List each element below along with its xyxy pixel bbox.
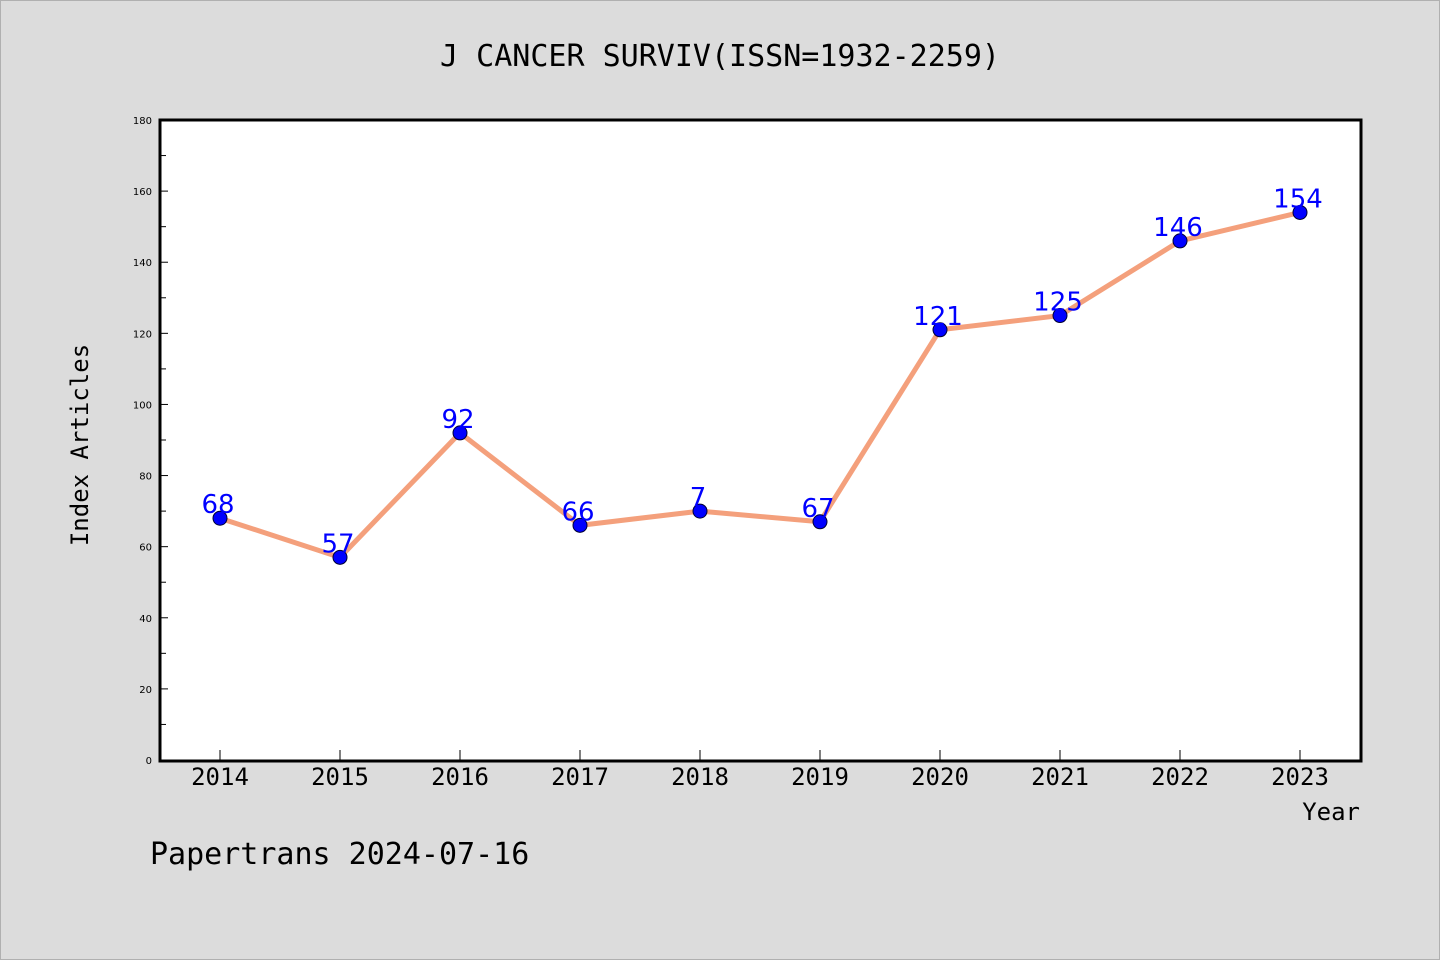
data-point (212, 510, 228, 526)
data-label: 154 (1273, 184, 1323, 214)
data-point (692, 503, 708, 519)
data-point (452, 425, 468, 441)
data-point (1052, 308, 1068, 324)
series-line (219, 210, 1301, 560)
x-tick-label: 2015 (311, 763, 369, 791)
data-label: 67 (801, 494, 834, 524)
data-label: 68 (201, 490, 234, 520)
data-labels: 68 57 92 66 7 67 121 125 146 154 (201, 184, 1322, 559)
data-point (332, 549, 348, 565)
footer-credit: Papertrans 2024-07-16 (150, 837, 529, 872)
data-label: 121 (913, 302, 963, 332)
data-label: 66 (561, 497, 594, 527)
y-tick-label: 0 (146, 756, 152, 767)
x-tick-label: 2022 (1151, 763, 1209, 791)
series-points (212, 204, 1308, 565)
y-tick-label: 40 (139, 614, 152, 625)
x-tick-label: 2020 (911, 763, 969, 791)
series-polyline (219, 210, 1301, 560)
data-point (812, 514, 828, 530)
y-tick-label: 100 (133, 400, 152, 411)
x-tick-label: 2019 (791, 763, 849, 791)
data-point (1292, 204, 1308, 220)
y-axis-label: Index Articles (66, 344, 94, 546)
x-tick-label: 2016 (431, 763, 489, 791)
x-tick-label: 2014 (191, 763, 249, 791)
plot-area (158, 118, 1363, 763)
data-label: 146 (1153, 213, 1203, 243)
x-axis: 2014 2015 2016 2017 2018 2019 2020 2021 2022 2023 (191, 750, 1329, 791)
y-tick-label: 60 (139, 543, 152, 554)
y-tick-label: 180 (133, 116, 152, 127)
data-label: 92 (441, 405, 474, 435)
data-point (572, 517, 588, 533)
data-point (932, 322, 948, 338)
chart-title: J CANCER SURVIV(ISSN=1932-2259) (440, 39, 1000, 74)
y-tick-label: 20 (139, 685, 152, 696)
y-tick-label: 80 (139, 472, 152, 483)
y-tick-label: 140 (133, 258, 152, 269)
x-tick-label: 2023 (1271, 763, 1329, 791)
x-tick-label: 2018 (671, 763, 729, 791)
y-tick-label: 120 (133, 329, 152, 340)
x-axis-label: Year (1302, 798, 1360, 826)
x-tick-label: 2021 (1031, 763, 1089, 791)
y-tick-label: 160 (133, 187, 152, 198)
y-axis: 0 20 40 60 80 100 120 140 160 180 (133, 116, 168, 767)
data-label: 57 (321, 529, 354, 559)
x-tick-label: 2017 (551, 763, 609, 791)
data-label: 7 (690, 483, 707, 513)
data-point (1172, 233, 1188, 249)
data-label: 125 (1033, 288, 1083, 318)
